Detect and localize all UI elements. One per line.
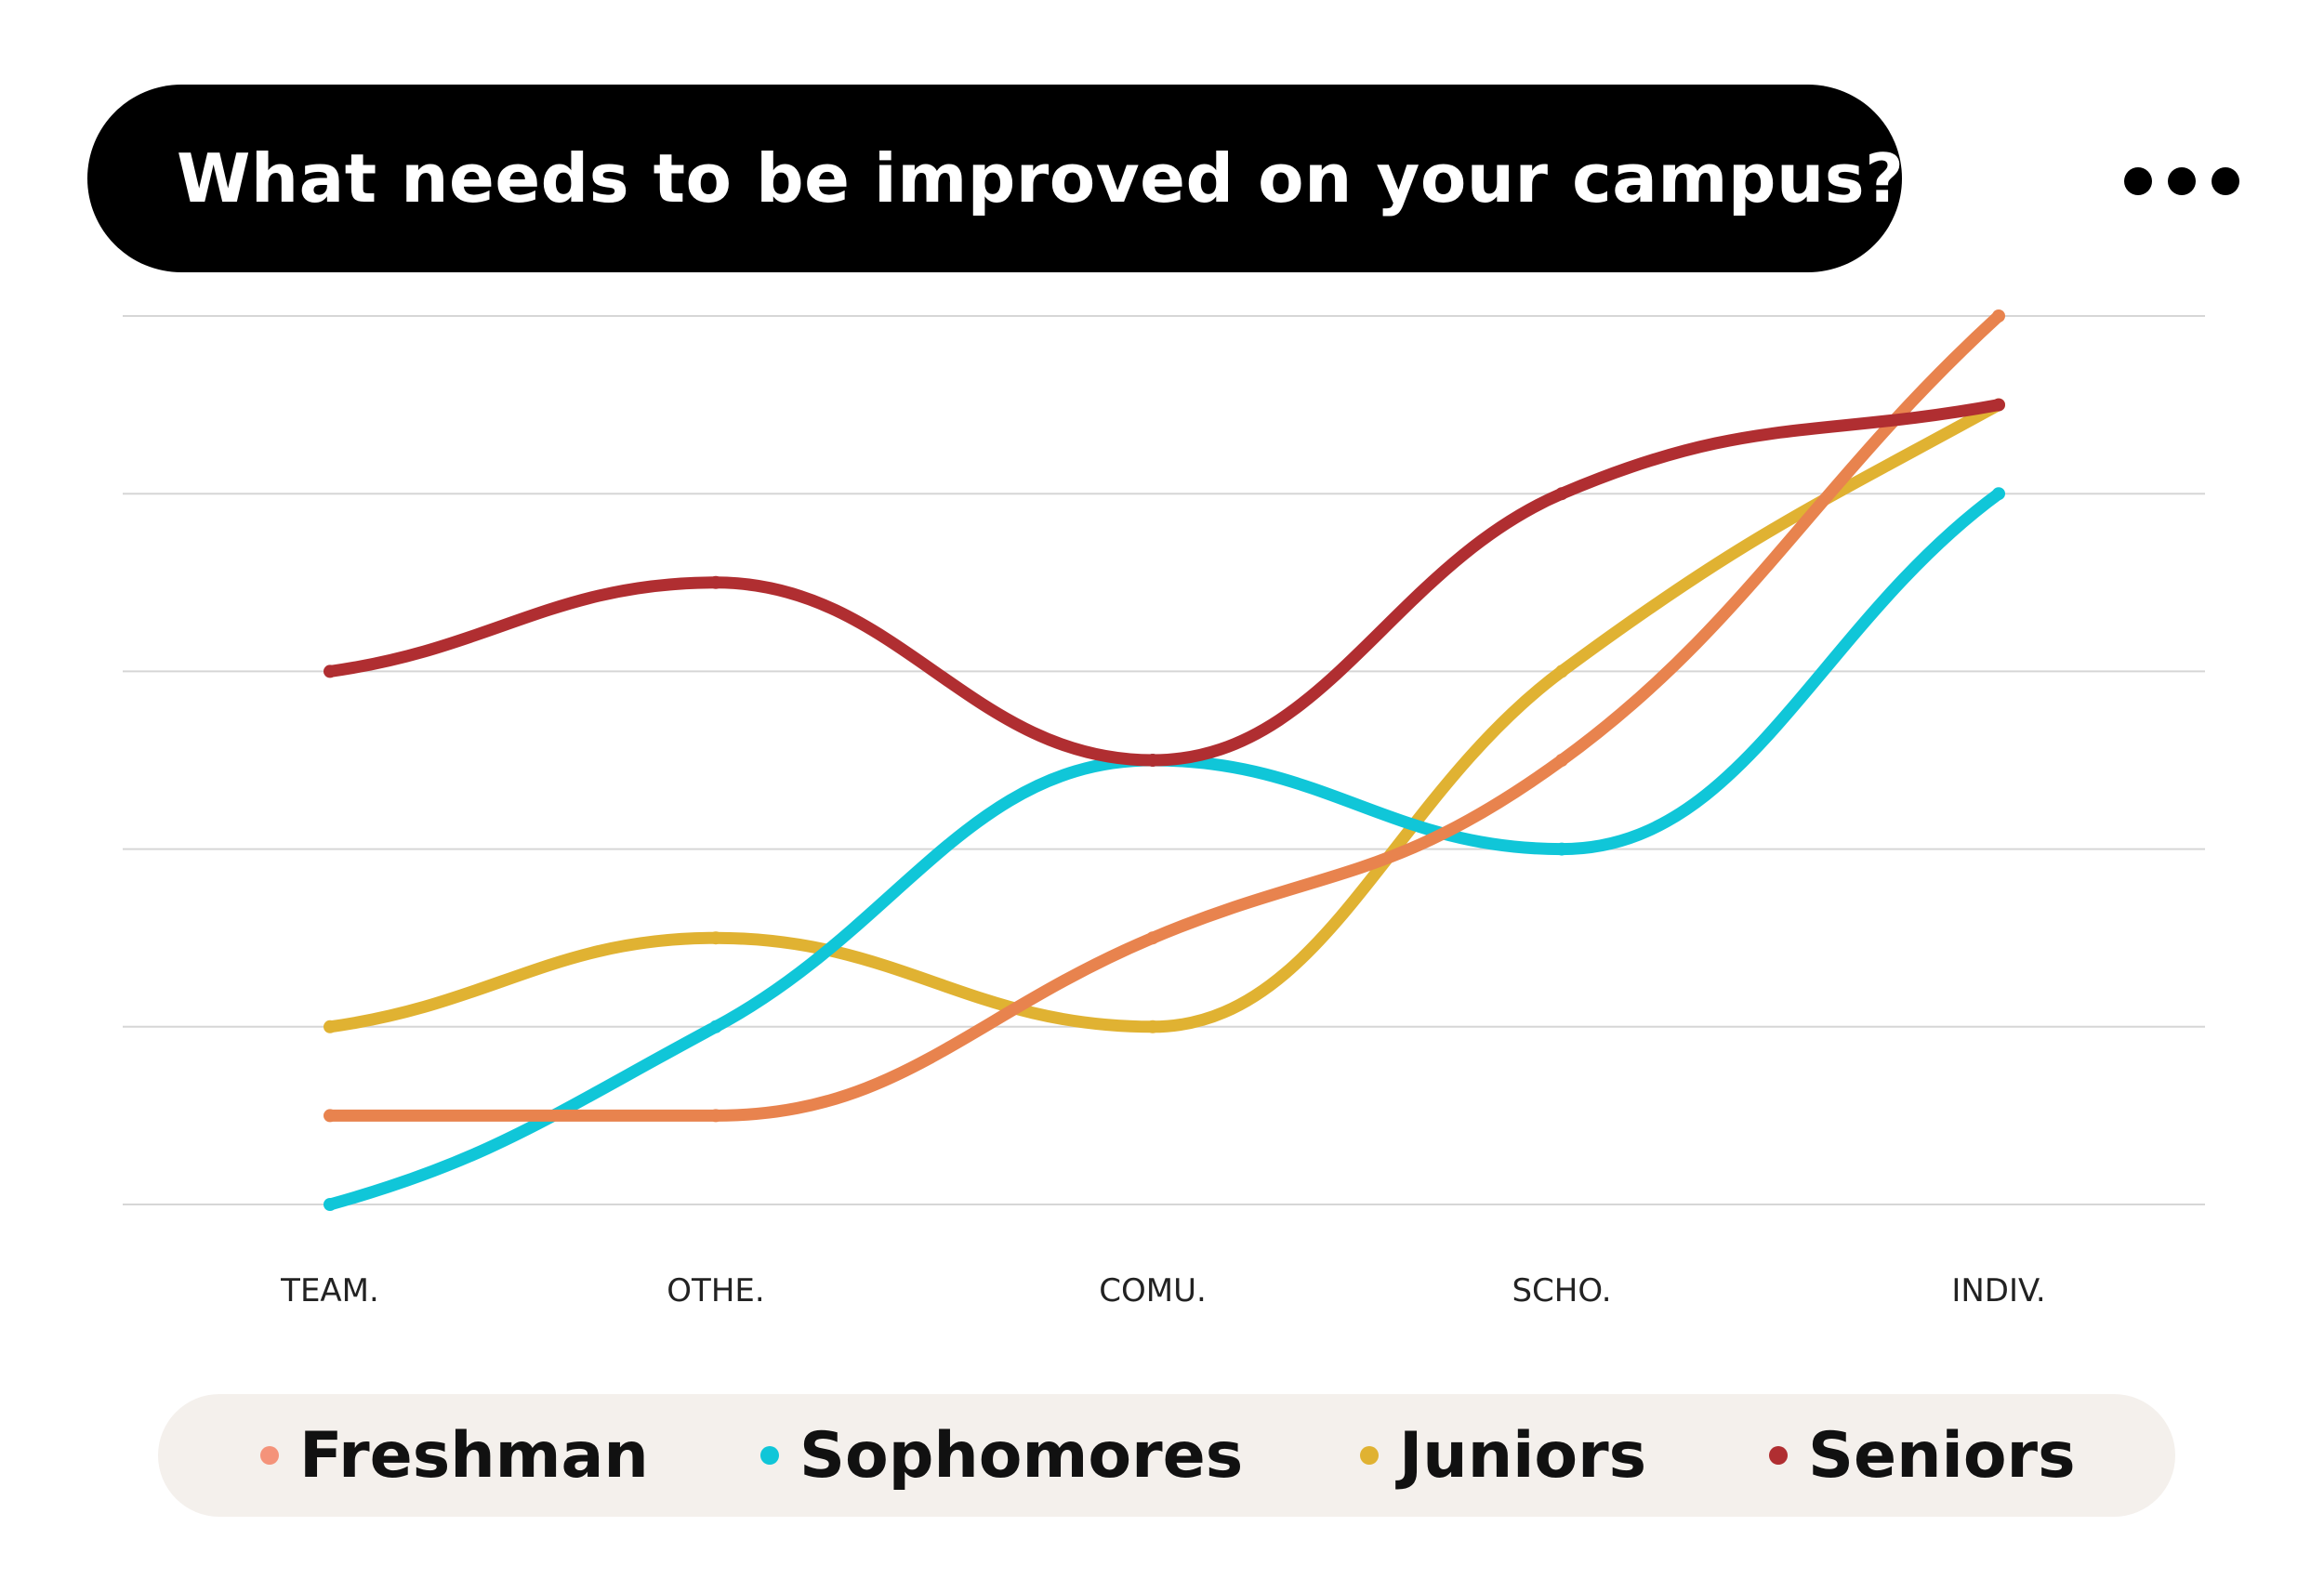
data-point-freshman — [1992, 309, 2005, 322]
data-point-seniors — [1555, 487, 1568, 501]
legend-label-sophomores: Sophomores — [799, 1418, 1244, 1493]
data-point-freshman — [1146, 931, 1159, 945]
data-point-sophomores — [1555, 842, 1568, 856]
data-point-seniors — [709, 575, 722, 589]
x-tick-label: INDIV. — [1951, 1272, 2045, 1309]
legend-item-seniors[interactable]: Seniors — [1769, 1394, 2076, 1517]
legend-item-juniors[interactable]: Juniors — [1360, 1394, 1646, 1517]
series-line-freshman — [324, 309, 2005, 1122]
data-point-freshman — [709, 1109, 722, 1123]
data-point-seniors — [1992, 398, 2005, 412]
more-dot — [2168, 167, 2196, 195]
legend-marker-sophomores — [760, 1446, 779, 1465]
legend-marker-freshman — [260, 1446, 279, 1465]
data-point-sophomores — [324, 1198, 337, 1211]
more-dot — [2212, 167, 2239, 195]
data-point-juniors — [1555, 664, 1568, 678]
legend-item-freshman[interactable]: Freshman — [260, 1394, 649, 1517]
series-line-juniors — [324, 399, 2005, 1033]
x-tick-label: TEAM. — [280, 1272, 379, 1309]
data-point-sophomores — [709, 1020, 722, 1033]
data-point-freshman — [1555, 754, 1568, 767]
data-point-freshman — [324, 1109, 337, 1123]
legend-label-freshman: Freshman — [299, 1418, 649, 1493]
data-point-juniors — [1146, 1020, 1159, 1033]
more-options-icon[interactable] — [2124, 158, 2245, 204]
legend-label-juniors: Juniors — [1399, 1418, 1647, 1493]
x-tick-label: OTHE. — [667, 1272, 764, 1309]
legend: Freshman Sophomores Juniors Seniors — [158, 1394, 2175, 1517]
x-tick-label: COMU. — [1099, 1272, 1207, 1309]
data-point-seniors — [324, 664, 337, 678]
legend-marker-juniors — [1360, 1446, 1379, 1465]
data-point-seniors — [1146, 754, 1159, 767]
data-point-sophomores — [1992, 487, 2005, 501]
more-dot — [2124, 167, 2152, 195]
title-banner: What needs to be improved on your campus… — [87, 85, 1905, 272]
legend-label-seniors: Seniors — [1808, 1418, 2076, 1493]
data-point-juniors — [324, 1020, 337, 1033]
x-tick-label: SCHO. — [1512, 1272, 1611, 1309]
data-point-juniors — [709, 931, 722, 945]
chart-title: What needs to be improved on your campus… — [177, 139, 1905, 217]
legend-item-sophomores[interactable]: Sophomores — [760, 1394, 1243, 1517]
legend-marker-seniors — [1769, 1446, 1788, 1465]
